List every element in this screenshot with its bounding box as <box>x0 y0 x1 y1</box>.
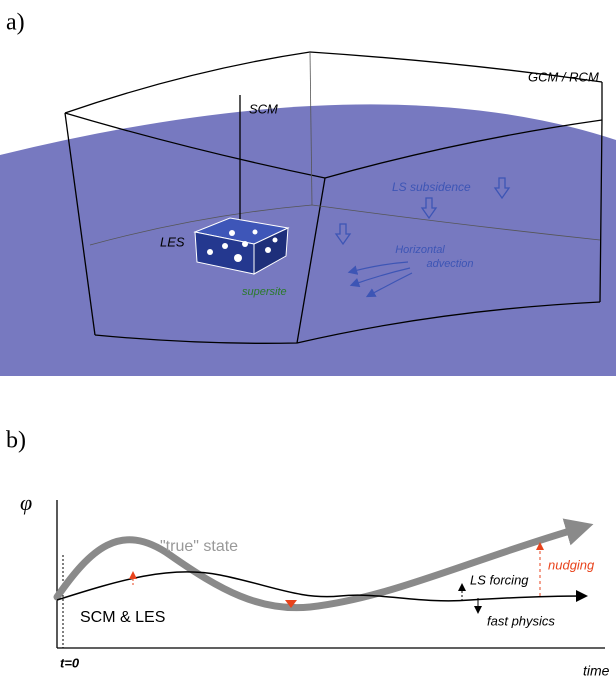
advection-label: Horizontal advection <box>395 244 473 270</box>
gcm-box <box>64 51 603 344</box>
panel-label: a) <box>6 10 25 36</box>
panel-label: b) <box>6 428 26 454</box>
fast-physics-label: fast physics <box>487 613 555 628</box>
subsidence-arrows <box>334 177 511 246</box>
advection-arrows <box>347 261 413 298</box>
x-axis-label: time <box>583 663 610 678</box>
true-state-label: "true" state <box>160 538 238 555</box>
nudging-arrow <box>285 600 297 608</box>
gcm-label: GCM / RCM <box>528 69 599 84</box>
earth <box>0 104 616 376</box>
les-box <box>193 217 290 275</box>
subsidence-label: LS subsidence <box>392 180 471 194</box>
scm-curve <box>56 571 588 603</box>
y-axis-label: φ <box>20 490 32 515</box>
nudging-label: nudging <box>548 557 595 572</box>
scm-les-label: SCM & LES <box>80 609 165 626</box>
ls-forcing-label: LS forcing <box>470 572 529 587</box>
les-label: LES <box>160 234 185 249</box>
t0-label: t=0 <box>60 655 80 670</box>
supersite-label: supersite <box>242 286 287 298</box>
true-state-curve <box>53 518 594 612</box>
scm-label: SCM <box>249 101 278 116</box>
